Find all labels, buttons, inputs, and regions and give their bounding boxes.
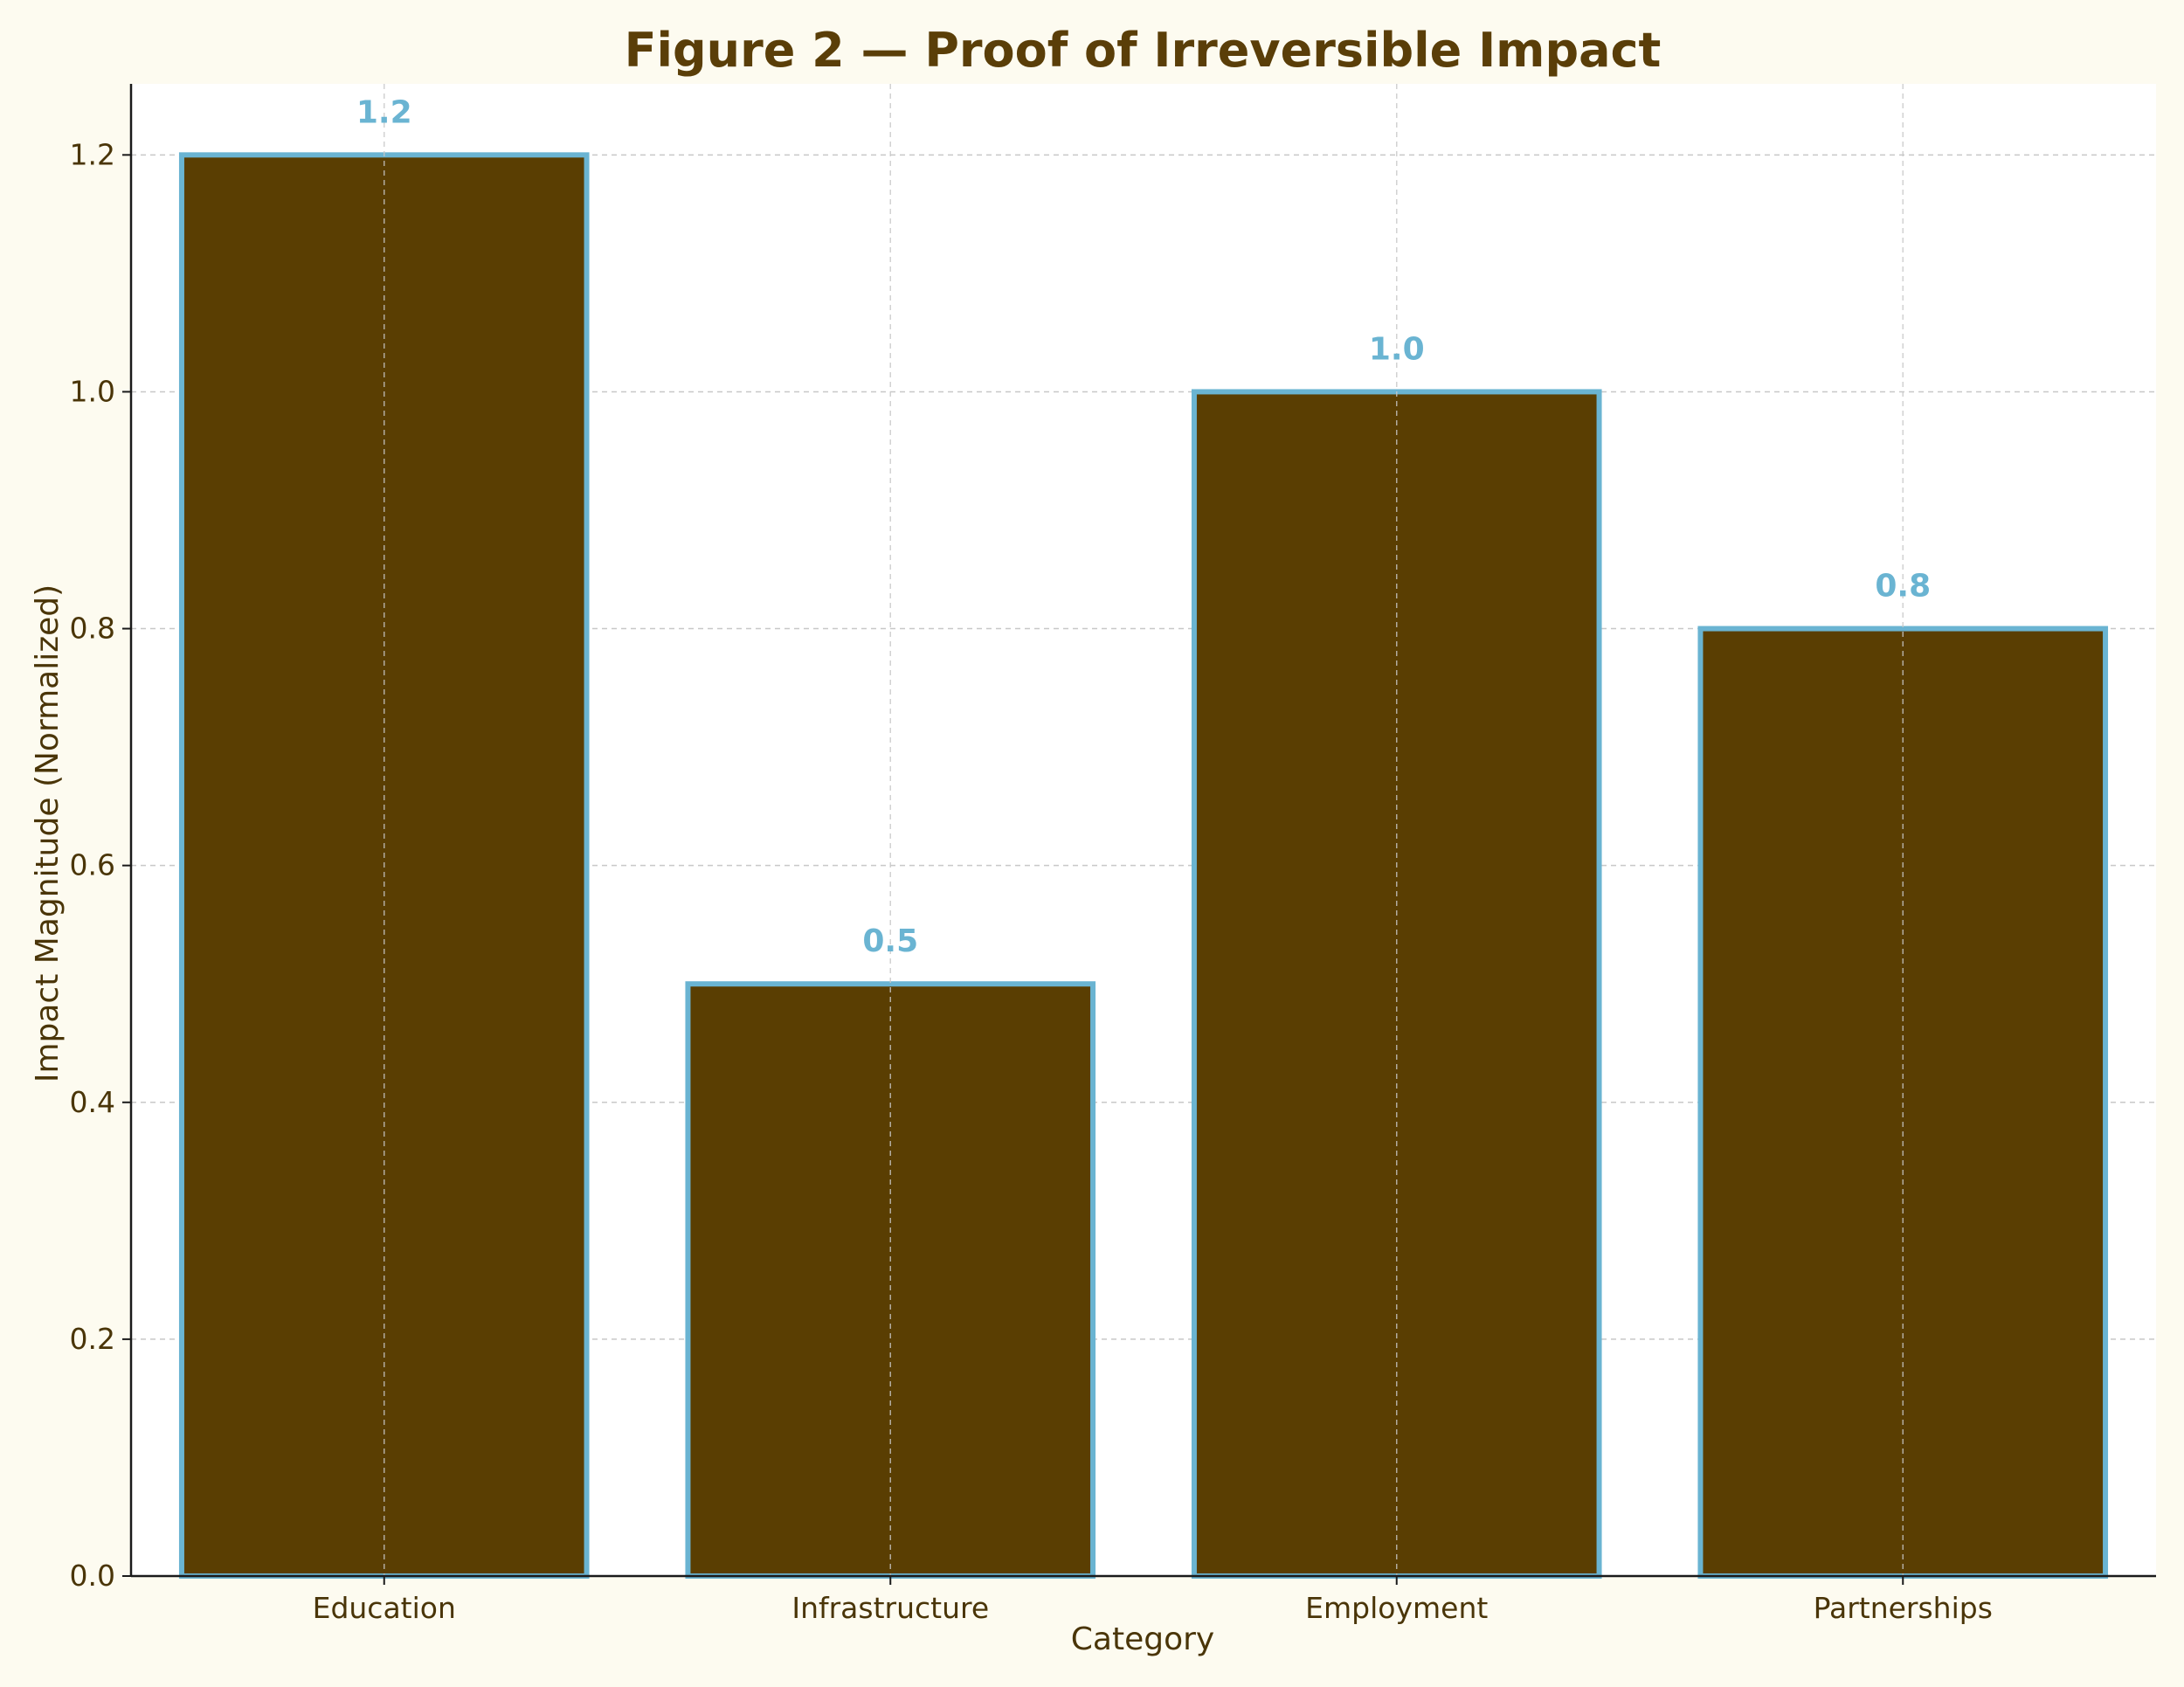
y-tick-label: 1.0 [70, 374, 115, 408]
data-label: 0.8 [1875, 569, 1931, 605]
y-tick-label: 0.8 [70, 612, 115, 646]
y-tick-label: 0.2 [70, 1322, 115, 1356]
x-tick-label: Employment [1305, 1591, 1488, 1625]
x-tick-label: Education [313, 1591, 456, 1625]
bars [178, 152, 2109, 1579]
x-tick-label: Infrastructure [791, 1591, 989, 1625]
axes [129, 84, 2156, 1578]
x-axis-label: Category [1071, 1621, 1214, 1657]
chart-title: Figure 2 — Proof of Irreversible Impact [625, 23, 1662, 78]
y-tick-label: 0.0 [70, 1559, 115, 1593]
y-ticks: 0.0 0.2 0.4 0.6 0.8 1.0 1.2 [70, 137, 131, 1593]
bar-employment [1191, 389, 1602, 1579]
x-ticks: Education Infrastructure Employment Partner… [313, 1576, 1993, 1625]
y-tick-label: 0.4 [70, 1085, 115, 1119]
vertical-grid [384, 84, 1904, 1576]
y-tick-label: 0.6 [70, 848, 115, 882]
data-labels: 1.2 0.5 1.0 0.8 [356, 94, 1931, 959]
data-label: 1.0 [1369, 331, 1425, 367]
y-axis-label: Impact Magnitude (Normalized) [30, 584, 66, 1082]
data-label: 0.5 [862, 923, 918, 959]
data-label: 1.2 [356, 94, 412, 130]
y-tick-label: 1.2 [70, 137, 115, 171]
x-tick-label: Partnerships [1814, 1591, 1993, 1625]
